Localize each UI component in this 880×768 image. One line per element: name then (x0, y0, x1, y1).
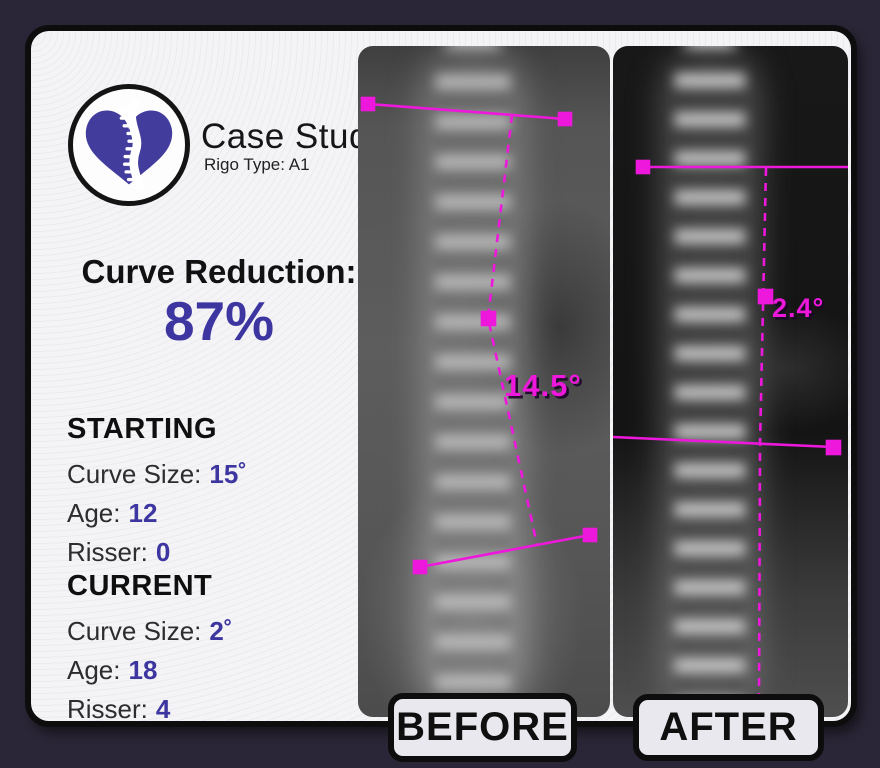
after-label-badge: AFTER (633, 694, 824, 761)
stat-label: Risser: (67, 537, 148, 567)
stat-value: 0 (155, 537, 171, 567)
current-risser-row: Risser: 4 (67, 693, 233, 725)
heart-spine-icon (85, 99, 173, 192)
stat-label: Curve Size: (67, 459, 202, 489)
spine-column (675, 46, 745, 717)
current-stats: CURRENT Curve Size: 2˚ Age: 18 Risser: 4 (67, 570, 233, 732)
stat-value: 18 (128, 655, 158, 685)
stat-value: 15˚ (209, 459, 247, 489)
cobb-angle-annotation-before (360, 96, 598, 575)
current-age-row: Age: 18 (67, 654, 233, 686)
starting-heading: STARTING (67, 413, 218, 445)
starting-age-row: Age: 12 (67, 497, 247, 529)
stat-value: 2˚ (209, 616, 233, 646)
curve-reduction-label: Curve Reduction: (81, 253, 357, 290)
spine-column (436, 46, 510, 717)
before-angle-value: 14.5° (504, 368, 582, 403)
starting-curve-size-row: Curve Size: 15˚ (67, 458, 247, 490)
starting-risser-row: Risser: 0 (67, 536, 247, 568)
xray-before-image: 14.5° (358, 46, 610, 717)
stat-value: 12 (128, 498, 158, 528)
stat-label: Curve Size: (67, 616, 202, 646)
stat-label: Age: (67, 655, 121, 685)
stat-label: Risser: (67, 694, 148, 724)
before-label-badge: BEFORE (388, 693, 577, 762)
current-curve-size-row: Curve Size: 2˚ (67, 615, 233, 647)
clinic-logo (68, 84, 190, 206)
xray-after-image: 2.4° (613, 46, 848, 717)
after-angle-value: 2.4° (772, 293, 825, 323)
stat-value: 4 (155, 694, 171, 724)
stat-label: Age: (67, 498, 121, 528)
rigo-type-label: Rigo Type: A1 (204, 155, 310, 174)
cobb-angle-annotation-after (613, 159, 848, 707)
current-heading: CURRENT (67, 570, 213, 602)
curve-reduction-value: 87% (163, 290, 275, 352)
starting-stats: STARTING Curve Size: 15˚ Age: 12 Risser: 0 (67, 413, 247, 575)
